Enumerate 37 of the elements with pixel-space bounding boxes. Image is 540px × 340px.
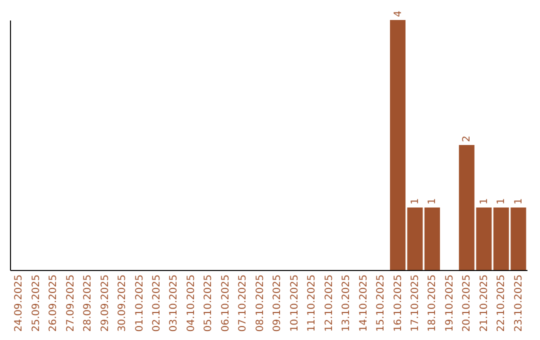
x-tick-label: 05.10.2025 bbox=[203, 274, 214, 332]
data-label: 1 bbox=[410, 198, 421, 204]
x-tick-label: 22.10.2025 bbox=[496, 274, 508, 332]
x-tick-label: 30.09.2025 bbox=[117, 274, 128, 332]
x-tick-label: 23.10.2025 bbox=[513, 274, 524, 332]
x-tick-label: 12.10.2025 bbox=[324, 274, 335, 332]
x-tick-label: 09.10.2025 bbox=[272, 274, 284, 332]
x-tick-label: 13.10.2025 bbox=[341, 274, 352, 332]
data-label: 2 bbox=[462, 136, 473, 142]
x-tick-label: 03.10.2025 bbox=[168, 274, 180, 332]
data-label: 1 bbox=[478, 198, 490, 204]
x-tick-label: 16.10.2025 bbox=[392, 274, 404, 332]
x-tick-label: 27.09.2025 bbox=[65, 274, 76, 332]
x-tick-label: 07.10.2025 bbox=[238, 274, 249, 332]
x-tick-label: 04.10.2025 bbox=[186, 274, 197, 332]
x-tick-label: 02.10.2025 bbox=[151, 274, 162, 332]
x-tick-label: 06.10.2025 bbox=[220, 274, 232, 332]
x-tick-label: 28.09.2025 bbox=[82, 274, 94, 332]
x-tick-label: 25.09.2025 bbox=[30, 274, 42, 332]
x-tick-label: 24.09.2025 bbox=[14, 274, 25, 332]
data-label: 1 bbox=[496, 198, 508, 204]
x-tick-label: 21.10.2025 bbox=[478, 274, 490, 332]
data-label: 1 bbox=[427, 198, 438, 204]
x-tick-label: 26.09.2025 bbox=[48, 274, 60, 332]
x-tick-label: 10.10.2025 bbox=[289, 274, 300, 332]
data-label: 1 bbox=[513, 198, 524, 204]
x-tick-label: 08.10.2025 bbox=[254, 274, 266, 332]
x-tick-label: 20.10.2025 bbox=[462, 274, 473, 332]
x-tick-label: 14.10.2025 bbox=[358, 274, 370, 332]
x-tick-label: 11.10.2025 bbox=[306, 274, 318, 332]
x-tick-label: 29.09.2025 bbox=[100, 274, 111, 332]
x-tick-label: 15.10.2025 bbox=[376, 274, 387, 332]
x-tick-label: 17.10.2025 bbox=[410, 274, 421, 332]
x-tick-label: 01.10.2025 bbox=[134, 274, 146, 332]
data-label: 4 bbox=[392, 10, 404, 17]
x-tick-label: 18.10.2025 bbox=[427, 274, 438, 332]
x-tick-label: 19.10.2025 bbox=[444, 274, 456, 332]
